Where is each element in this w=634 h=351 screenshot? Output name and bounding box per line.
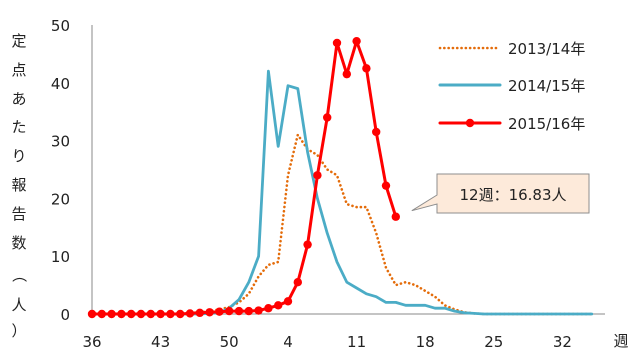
- legend-label: 2014/15年: [508, 77, 585, 95]
- series-point: [332, 38, 342, 48]
- y-axis-label-char: あ: [11, 90, 26, 108]
- series-point: [87, 309, 97, 319]
- x-tick-labels: 36 43 50 4 11 18 25 32: [82, 333, 571, 351]
- y-tick-label: 10: [51, 248, 70, 266]
- y-tick-label: 50: [51, 17, 70, 35]
- series-point: [127, 309, 136, 319]
- series-point: [176, 309, 185, 319]
- x-tick-label: 43: [151, 333, 170, 351]
- y-axis-label-char: 告: [11, 205, 26, 223]
- x-tick-label: 18: [416, 333, 435, 351]
- callout: 12週：16.83人: [411, 173, 590, 214]
- x-tick-label: 50: [220, 333, 239, 351]
- series-point: [391, 212, 400, 221]
- series-point: [293, 278, 302, 287]
- y-axis-label-char: 報: [11, 176, 26, 194]
- series-point: [313, 171, 322, 180]
- series-point: [352, 36, 361, 46]
- x-tick-label: 32: [553, 333, 572, 351]
- series-point: [205, 308, 214, 317]
- y-axis-label-char: ）: [11, 322, 26, 340]
- x-tick-label: 11: [347, 333, 366, 351]
- x-tick-label: 36: [82, 333, 101, 351]
- series-point: [234, 306, 244, 316]
- x-tick-label: 25: [484, 333, 503, 351]
- y-axis-label-char: た: [11, 118, 26, 136]
- series-point: [264, 304, 273, 313]
- y-axis-label-char: り: [11, 147, 26, 165]
- series-point: [372, 127, 381, 137]
- y-axis-label-char: 人: [11, 296, 26, 314]
- series-point: [244, 306, 253, 316]
- y-tick-label: 40: [51, 75, 70, 93]
- series-point: [323, 113, 332, 122]
- series-point: [185, 309, 195, 318]
- callout-text: 12週：16.83人: [459, 186, 566, 204]
- series-point: [156, 309, 165, 319]
- series-point: [225, 306, 234, 316]
- series-point: [97, 309, 107, 319]
- series-point: [117, 309, 126, 319]
- series-point: [107, 309, 116, 319]
- y-axis-label-char: （: [10, 267, 28, 282]
- series-point: [254, 306, 263, 315]
- series-line-1: [90, 133, 594, 316]
- series-point: [166, 309, 175, 319]
- x-tick-label: 4: [283, 333, 293, 351]
- x-axis-label: 週: [613, 332, 628, 350]
- series-point: [146, 309, 155, 319]
- legend-marker: [465, 118, 475, 128]
- series-point: [195, 308, 204, 318]
- y-axis-label-char: 数: [11, 234, 26, 252]
- series-point: [381, 181, 391, 190]
- series-point: [362, 64, 371, 73]
- series-layer: [87, 36, 594, 319]
- y-tick-labels: 0 10 20 30 40 50: [51, 17, 70, 324]
- y-tick-label: 20: [51, 190, 70, 208]
- series-point: [342, 69, 351, 79]
- y-tick-label: 30: [51, 133, 70, 151]
- y-axis-label-char: 定: [11, 32, 26, 50]
- legend: 2013/14年 2014/15年 2015/16年: [438, 40, 585, 133]
- y-axis-label-char: 点: [11, 61, 26, 79]
- series-point: [274, 301, 283, 310]
- legend-label: 2013/14年: [508, 40, 585, 58]
- y-tick-label: 0: [60, 306, 70, 324]
- series-line-3: [90, 39, 398, 316]
- legend-label: 2015/16年: [508, 115, 585, 133]
- series-point: [215, 307, 224, 316]
- series-point: [303, 240, 312, 249]
- series-point: [283, 297, 293, 306]
- series-point: [136, 309, 146, 319]
- callout-box: [411, 173, 590, 214]
